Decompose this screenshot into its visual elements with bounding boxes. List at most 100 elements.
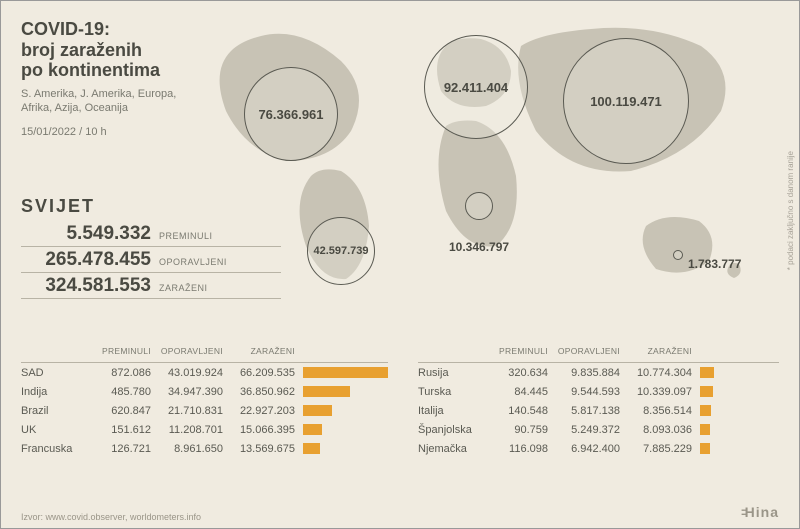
continent-bubble: 76.366.961	[244, 67, 338, 161]
page-title: COVID-19: broj zaraženih po kontinentima	[21, 19, 201, 81]
world-stat-label: PREMINULI	[159, 231, 213, 241]
left-table: PREMINULI OPORAVLJENI ZARAŽENI SAD872.08…	[21, 346, 388, 458]
country-name: UK	[21, 424, 91, 436]
country-name: Italija	[418, 405, 488, 417]
world-stat-row: 5.549.332 PREMINULI	[21, 221, 281, 247]
bar-cell	[295, 424, 388, 435]
country-name: Njemačka	[418, 443, 488, 455]
infected-cell: 7.885.229	[620, 443, 692, 455]
recovered-cell: 5.249.372	[548, 424, 620, 436]
table-row: Francuska126.7218.961.65013.569.675	[21, 439, 388, 458]
continent-bubble	[673, 250, 683, 260]
world-stat-row: 324.581.553 ZARAŽENI	[21, 273, 281, 299]
recovered-cell: 21.710.831	[151, 405, 223, 417]
infected-bar	[303, 405, 332, 416]
deaths-cell: 90.759	[488, 424, 548, 436]
bar-cell	[692, 367, 779, 378]
table-row: Turska84.4459.544.59310.339.097	[418, 382, 779, 401]
deaths-cell: 620.847	[91, 405, 151, 417]
country-name: Indija	[21, 386, 91, 398]
table-row: Italija140.5485.817.1388.356.514	[418, 401, 779, 420]
recovered-cell: 34.947.390	[151, 386, 223, 398]
world-title: SVIJET	[21, 196, 281, 217]
sidenote: * podaci zaključno s danom ranije	[786, 151, 795, 270]
world-stat-row: 265.478.455 OPORAVLJENI	[21, 247, 281, 273]
country-name: Rusija	[418, 367, 488, 379]
continent-bubble	[465, 192, 493, 220]
recovered-cell: 9.835.884	[548, 367, 620, 379]
country-name: Turska	[418, 386, 488, 398]
world-stat-label: OPORAVLJENI	[159, 257, 227, 267]
infected-cell: 13.569.675	[223, 443, 295, 455]
table-header: PREMINULI OPORAVLJENI ZARAŽENI	[21, 346, 388, 363]
infected-bar	[700, 405, 711, 416]
deaths-cell: 140.548	[488, 405, 548, 417]
infected-cell: 10.339.097	[620, 386, 692, 398]
bubble-label: 1.783.777	[688, 257, 741, 271]
table-row: Njemačka116.0986.942.4007.885.229	[418, 439, 779, 458]
bar-cell	[295, 386, 388, 397]
infected-cell: 15.066.395	[223, 424, 295, 436]
recovered-cell: 43.019.924	[151, 367, 223, 379]
table-row: Brazil620.84721.710.83122.927.203	[21, 401, 388, 420]
bar-cell	[295, 443, 388, 454]
bar-cell	[295, 367, 388, 378]
world-stat-label: ZARAŽENI	[159, 283, 208, 293]
table-row: Indija485.78034.947.39036.850.962	[21, 382, 388, 401]
deaths-cell: 84.445	[488, 386, 548, 398]
world-stat-value: 265.478.455	[21, 249, 151, 271]
recovered-cell: 8.961.650	[151, 443, 223, 455]
infected-bar	[700, 424, 710, 435]
recovered-cell: 11.208.701	[151, 424, 223, 436]
infected-cell: 10.774.304	[620, 367, 692, 379]
table-row: Rusija320.6349.835.88410.774.304	[418, 363, 779, 382]
bar-cell	[692, 443, 779, 454]
continent-bubble: 42.597.739	[307, 217, 375, 285]
table-row: SAD872.08643.019.92466.209.535	[21, 363, 388, 382]
recovered-cell: 9.544.593	[548, 386, 620, 398]
timestamp: 15/01/2022 / 10 h	[21, 126, 201, 138]
table-row: UK151.61211.208.70115.066.395	[21, 420, 388, 439]
infected-bar	[700, 386, 713, 397]
deaths-cell: 320.634	[488, 367, 548, 379]
infected-bar	[303, 424, 322, 435]
country-name: Španjolska	[418, 424, 488, 436]
infected-cell: 8.093.036	[620, 424, 692, 436]
infected-bar	[700, 367, 714, 378]
infected-bar	[303, 443, 320, 454]
recovered-cell: 5.817.138	[548, 405, 620, 417]
continent-bubble: 100.119.471	[563, 38, 689, 164]
infected-bar	[700, 443, 710, 454]
table-header: PREMINULI OPORAVLJENI ZARAŽENI	[418, 346, 779, 363]
infected-cell: 66.209.535	[223, 367, 295, 379]
infected-cell: 36.850.962	[223, 386, 295, 398]
world-stat-value: 324.581.553	[21, 275, 151, 297]
world-stats: SVIJET 5.549.332 PREMINULI 265.478.455 OPOR…	[21, 196, 281, 299]
continent-bubble: 92.411.404	[424, 35, 528, 139]
bar-cell	[692, 405, 779, 416]
header-block: COVID-19: broj zaraženih po kontinentima…	[21, 19, 201, 138]
infected-cell: 8.356.514	[620, 405, 692, 417]
subtitle: S. Amerika, J. Amerika, Europa, Afrika, …	[21, 87, 201, 116]
deaths-cell: 126.721	[91, 443, 151, 455]
infected-bar	[303, 386, 350, 397]
table-row: Španjolska90.7595.249.3728.093.036	[418, 420, 779, 439]
source-footer: Izvor: www.covid.observer, worldometers.…	[21, 512, 201, 522]
bar-cell	[692, 386, 779, 397]
country-name: SAD	[21, 367, 91, 379]
recovered-cell: 6.942.400	[548, 443, 620, 455]
world-stat-value: 5.549.332	[21, 223, 151, 245]
right-table: PREMINULI OPORAVLJENI ZARAŽENI Rusija320…	[418, 346, 779, 458]
deaths-cell: 872.086	[91, 367, 151, 379]
bubble-label: 10.346.797	[449, 240, 509, 254]
bar-cell	[295, 405, 388, 416]
deaths-cell: 116.098	[488, 443, 548, 455]
country-tables: PREMINULI OPORAVLJENI ZARAŽENI SAD872.08…	[21, 346, 779, 458]
logo: :::Hina	[741, 504, 779, 520]
deaths-cell: 485.780	[91, 386, 151, 398]
deaths-cell: 151.612	[91, 424, 151, 436]
infected-cell: 22.927.203	[223, 405, 295, 417]
country-name: Francuska	[21, 443, 91, 455]
infected-bar	[303, 367, 388, 378]
bar-cell	[692, 424, 779, 435]
